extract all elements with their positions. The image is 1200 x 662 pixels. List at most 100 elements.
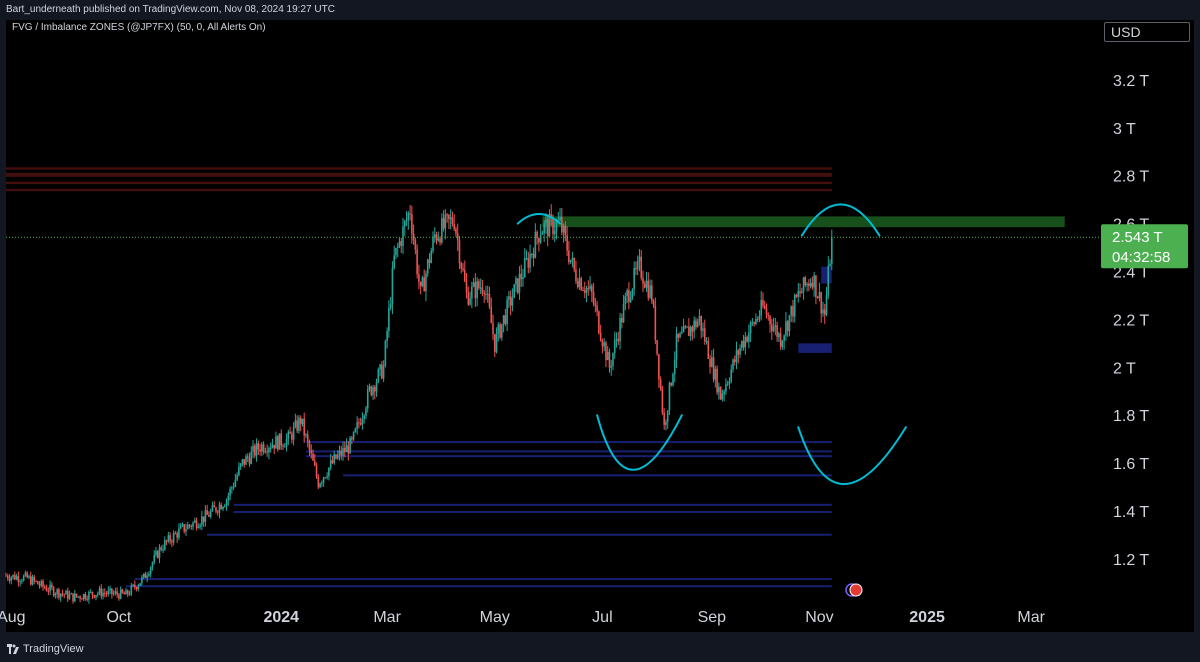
candle-body — [70, 593, 73, 595]
candle-body — [746, 336, 748, 342]
candle-body — [202, 516, 205, 523]
candle-body — [398, 241, 401, 247]
candle-body — [72, 593, 74, 602]
candle-body — [375, 381, 378, 392]
last-price-badge-bg — [1101, 224, 1188, 269]
candle-body — [373, 387, 376, 392]
candle-body — [573, 257, 575, 270]
candle-body — [40, 581, 43, 586]
candle-body — [815, 275, 817, 297]
candle-body — [215, 507, 217, 512]
candle-body — [635, 268, 637, 270]
candle-body — [656, 340, 658, 355]
price-scale-panel[interactable] — [1100, 20, 1194, 602]
candle-body — [359, 423, 362, 425]
candle-body — [310, 450, 313, 454]
candle-body — [465, 281, 468, 293]
candle-body — [91, 591, 94, 596]
candle-body — [19, 581, 21, 583]
candle-body — [156, 551, 159, 558]
candle-body — [538, 238, 540, 243]
candle-body — [379, 364, 381, 370]
candle-body — [333, 454, 335, 464]
candle-body — [195, 520, 198, 528]
candle-body — [146, 575, 148, 578]
candle-body — [289, 431, 291, 434]
candle-body — [12, 574, 14, 578]
candle-body — [478, 281, 480, 288]
candle-body — [58, 589, 60, 598]
candle-body — [596, 305, 598, 312]
candle-body — [435, 234, 438, 241]
candle-body — [213, 505, 216, 508]
candle-body — [825, 295, 828, 315]
candle-body — [448, 214, 450, 220]
candle-body — [6, 575, 9, 579]
x-tick-label: May — [480, 609, 510, 626]
candle-body — [792, 306, 794, 317]
candle-body — [299, 417, 302, 425]
annotation-stroke-2 — [596, 414, 683, 471]
candle-body — [469, 298, 471, 305]
candle-body — [77, 596, 80, 598]
candle-body — [695, 320, 697, 328]
candle-body — [733, 359, 736, 363]
candle-body — [432, 236, 434, 251]
candle-body — [760, 299, 763, 316]
candle-body — [645, 280, 648, 288]
candle-body — [499, 324, 501, 338]
candle-body — [622, 303, 625, 323]
x-tick-label: Nov — [805, 609, 833, 626]
candle-body — [188, 524, 191, 526]
candle-body — [100, 588, 103, 597]
candle-body — [610, 366, 613, 368]
candle-body — [691, 326, 694, 332]
candle-body — [774, 325, 777, 328]
candle-body — [273, 444, 276, 449]
candle-body — [324, 477, 327, 479]
candle-body — [670, 382, 673, 386]
x-axis-ticks: Aug Oct 2024 Mar May Jul Sep Nov 2025 Mar — [0, 609, 1046, 626]
candle-body — [608, 351, 611, 368]
candle-body — [516, 278, 519, 293]
candle-body — [192, 522, 194, 527]
candle-body — [463, 269, 466, 282]
candle-body — [296, 420, 298, 431]
candle-body — [342, 447, 344, 456]
candle-body — [368, 386, 371, 390]
green-zone-4 — [542, 216, 1065, 228]
candle-body — [568, 250, 570, 263]
indicator-label[interactable]: FVG / Imbalance ZONES (@JP7FX) (50, 0, A… — [12, 22, 266, 33]
candle-body — [266, 451, 268, 453]
candle-body — [162, 549, 164, 551]
candle-body — [255, 443, 258, 456]
currency-selector[interactable]: USD — [1104, 22, 1190, 42]
y-tick-label: 1.2 T — [1113, 552, 1149, 569]
candle-body — [536, 231, 538, 239]
flag-marker-icon[interactable] — [849, 583, 863, 597]
candle-body — [783, 335, 785, 342]
candle-body — [613, 340, 616, 354]
candle-body — [47, 590, 50, 592]
candle-body — [481, 287, 484, 293]
x-tick-label: Sep — [698, 609, 727, 626]
candle-body — [566, 235, 568, 251]
candle-body — [479, 287, 482, 289]
candle-body — [68, 594, 71, 599]
candle-body — [781, 341, 784, 347]
candle-body — [164, 540, 166, 550]
candle-body — [642, 277, 644, 284]
candle-body — [617, 338, 620, 342]
candle-body — [391, 267, 394, 305]
candle-body — [531, 253, 533, 255]
candle-body — [742, 341, 745, 348]
candle-body — [28, 576, 30, 578]
candle-body — [425, 273, 427, 292]
candle-body — [36, 581, 39, 585]
candle-body — [585, 287, 588, 293]
time-scale-panel[interactable] — [6, 602, 1100, 632]
red-zone-3 — [6, 167, 832, 170]
candle-body — [130, 585, 133, 595]
candle-body — [762, 299, 764, 306]
